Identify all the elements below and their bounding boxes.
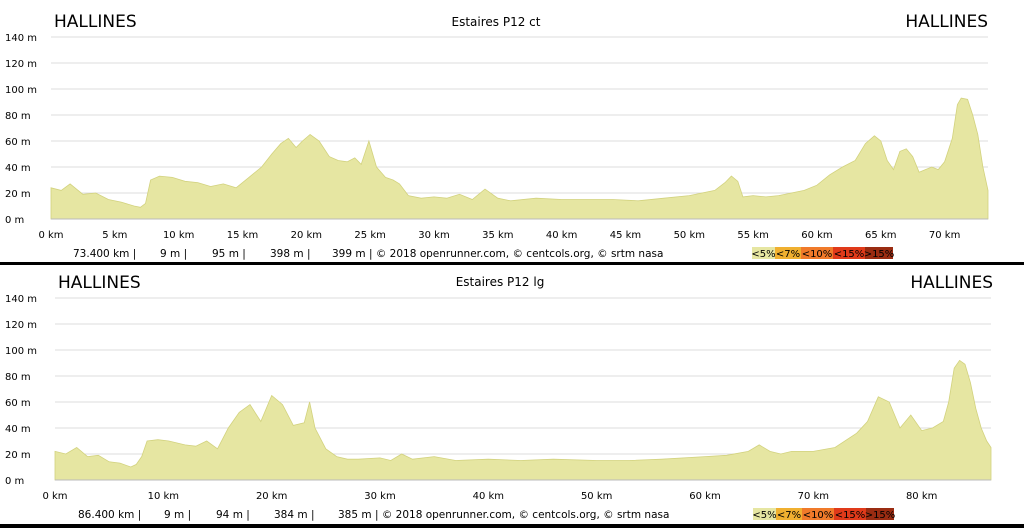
- legend-swatch: [775, 247, 801, 259]
- y-tick-label: 140 m: [5, 33, 37, 44]
- y-tick-label: 120 m: [5, 320, 37, 331]
- x-tick-label: 15 km: [227, 230, 258, 241]
- elevation-area: [50, 97, 989, 220]
- chart-title: Estaires P12 lg: [456, 275, 545, 289]
- legend-swatch: [802, 508, 834, 520]
- start-label: HALLINES: [58, 273, 141, 293]
- y-tick-label: 40 m: [5, 163, 31, 174]
- legend-label: >15%: [864, 249, 895, 260]
- legend-label: <15%: [835, 510, 866, 521]
- chart-svg: HALLINES HALLINES Estaires P12 ct 0 m 20 …: [5, 12, 989, 260]
- stats-text: 9 m |: [164, 509, 191, 521]
- legend-swatch: [776, 508, 802, 520]
- legend-swatch: [865, 247, 893, 259]
- legend-label: <7%: [777, 510, 801, 521]
- x-tick-label: 0 km: [42, 491, 67, 502]
- stats-text: 95 m |: [212, 248, 246, 260]
- legend-swatch: [753, 508, 776, 520]
- legend-label: <5%: [751, 249, 775, 260]
- x-tick-label: 45 km: [610, 230, 641, 241]
- x-tick-label: 0 km: [38, 230, 63, 241]
- y-tick-label: 100 m: [5, 85, 37, 96]
- start-label: HALLINES: [54, 12, 137, 32]
- x-tick-label: 60 km: [801, 230, 832, 241]
- y-tick-label: 20 m: [5, 189, 31, 200]
- elevation-chart-short: HALLINES HALLINES Estaires P12 ct 0 m 20 …: [0, 0, 1024, 262]
- stats-text: 399 m | © 2018 openrunner.com, © centcol…: [332, 248, 663, 260]
- legend-label: <15%: [834, 249, 865, 260]
- legend-label: <10%: [803, 510, 834, 521]
- legend-label: <7%: [776, 249, 800, 260]
- y-tick-label: 0 m: [5, 215, 24, 226]
- legend-swatch: [866, 508, 894, 520]
- chart-svg: HALLINES HALLINES Estaires P12 lg 0 m 20 …: [5, 273, 993, 521]
- y-tick-label: 80 m: [5, 111, 31, 122]
- y-tick-label: 120 m: [5, 59, 37, 70]
- stats-text: 86.400 km |: [78, 509, 141, 521]
- panel-separator: [0, 262, 1024, 265]
- legend-swatch: [833, 247, 865, 259]
- x-tick-label: 50 km: [581, 491, 612, 502]
- x-tick-label: 30 km: [418, 230, 449, 241]
- stats-text: 73.400 km |: [73, 248, 136, 260]
- x-tick-label: 35 km: [482, 230, 513, 241]
- stats-text: 384 m |: [274, 509, 314, 521]
- x-tick-label: 65 km: [865, 230, 896, 241]
- x-tick-label: 55 km: [737, 230, 768, 241]
- elevation-area: [54, 359, 992, 481]
- legend-label: <10%: [802, 249, 833, 260]
- x-tick-label: 20 km: [291, 230, 322, 241]
- legend-swatch: [834, 508, 866, 520]
- x-tick-label: 60 km: [689, 491, 720, 502]
- x-tick-label: 80 km: [906, 491, 937, 502]
- y-tick-label: 40 m: [5, 424, 31, 435]
- chart-title: Estaires P12 ct: [452, 15, 541, 29]
- x-tick-label: 10 km: [163, 230, 194, 241]
- stats-text: 94 m |: [216, 509, 250, 521]
- x-tick-label: 25 km: [354, 230, 385, 241]
- y-tick-label: 60 m: [5, 398, 31, 409]
- x-tick-label: 40 km: [546, 230, 577, 241]
- y-tick-label: 140 m: [5, 294, 37, 305]
- x-tick-label: 40 km: [473, 491, 504, 502]
- bottom-border: [0, 524, 1024, 528]
- y-tick-label: 100 m: [5, 346, 37, 357]
- x-tick-label: 70 km: [798, 491, 829, 502]
- x-tick-label: 5 km: [102, 230, 127, 241]
- y-tick-label: 80 m: [5, 372, 31, 383]
- x-tick-label: 70 km: [929, 230, 960, 241]
- legend-swatch: [752, 247, 775, 259]
- x-tick-label: 30 km: [364, 491, 395, 502]
- stats-text: 385 m | © 2018 openrunner.com, © centcol…: [338, 509, 669, 521]
- x-tick-label: 50 km: [674, 230, 705, 241]
- end-label: HALLINES: [905, 12, 988, 32]
- legend-label: >15%: [865, 510, 896, 521]
- stats-text: 9 m |: [160, 248, 187, 260]
- y-tick-label: 0 m: [5, 476, 24, 487]
- elevation-chart-long: HALLINES HALLINES Estaires P12 lg 0 m 20 …: [0, 266, 1024, 524]
- y-tick-label: 20 m: [5, 450, 31, 461]
- x-tick-label: 10 km: [148, 491, 179, 502]
- stats-text: 398 m |: [270, 248, 310, 260]
- legend-swatch: [801, 247, 833, 259]
- legend-label: <5%: [752, 510, 776, 521]
- end-label: HALLINES: [910, 273, 993, 293]
- x-tick-label: 20 km: [256, 491, 287, 502]
- y-tick-label: 60 m: [5, 137, 31, 148]
